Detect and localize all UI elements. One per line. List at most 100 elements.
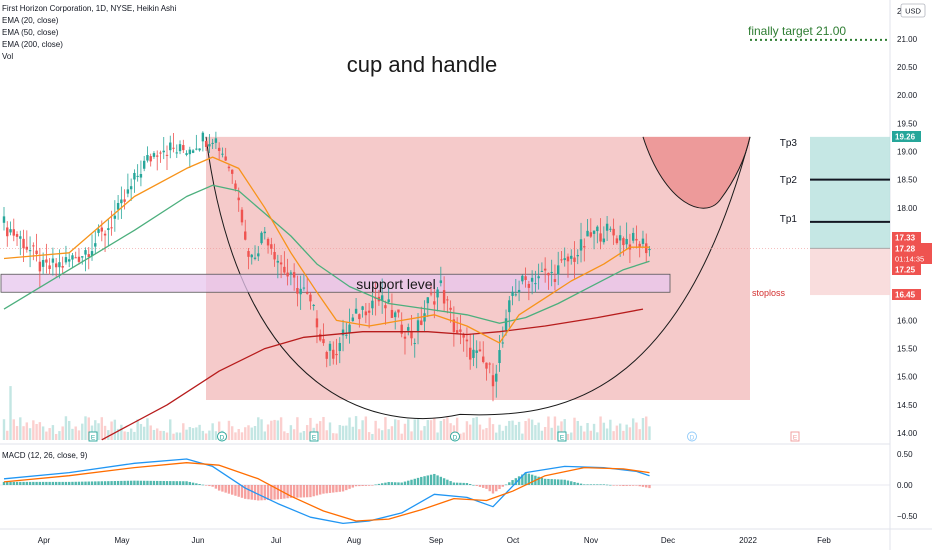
volume-bar — [631, 418, 635, 440]
earnings-marker[interactable]: E — [557, 431, 567, 442]
tp1-label: Tp1 — [780, 214, 798, 225]
candle-body — [468, 347, 472, 360]
macd-line — [3, 458, 650, 525]
candle-body — [547, 272, 550, 276]
dividend-marker[interactable]: D — [450, 431, 460, 442]
candle-body — [6, 227, 9, 237]
macd-histogram-bar — [436, 475, 439, 485]
macd-histogram-bar — [19, 481, 22, 485]
price-axis-tick: 14.00 — [897, 429, 918, 438]
volume-bar — [9, 386, 12, 440]
volume-bar — [38, 422, 42, 440]
macd-histogram-bar — [32, 481, 35, 485]
candle-body — [77, 256, 81, 262]
volume-bar — [335, 433, 338, 440]
volume-bar — [394, 419, 397, 440]
candle-body — [286, 272, 289, 277]
dividend-marker[interactable]: D — [687, 431, 697, 442]
volume-bar — [364, 416, 368, 440]
candle-body — [237, 197, 240, 201]
candle-body — [416, 320, 420, 332]
candle-body — [276, 260, 280, 263]
candle-body — [64, 257, 68, 263]
dividend-marker[interactable]: D — [217, 431, 227, 442]
volume-bar — [579, 425, 583, 440]
volume-bar — [87, 417, 90, 440]
macd-histogram-bar — [540, 477, 544, 485]
candle-body — [234, 183, 237, 189]
macd-histogram-bar — [90, 481, 94, 485]
volume-bar — [341, 425, 345, 440]
candle-body — [152, 153, 156, 157]
volume-bar — [537, 422, 540, 440]
macd-histogram-bar — [309, 485, 312, 498]
macd-histogram-bar — [195, 483, 198, 485]
ema200-line — [101, 308, 644, 441]
macd-histogram-bar — [380, 483, 384, 485]
macd-histogram-bar — [407, 480, 410, 485]
volume-bar — [605, 428, 609, 440]
volume-bar — [446, 417, 449, 440]
currency-badge[interactable] — [900, 3, 926, 18]
candle-body — [498, 350, 501, 364]
volume-bar — [397, 420, 400, 440]
volume-bar — [51, 425, 55, 440]
macd-histogram-bar — [149, 480, 152, 485]
volume-bar — [325, 430, 328, 440]
volume-bar — [319, 421, 322, 440]
candle-body — [592, 230, 596, 234]
candle-body — [25, 246, 29, 250]
volume-bar — [169, 419, 172, 440]
macd-histogram-bar — [100, 481, 103, 485]
macd-histogram-bar — [341, 485, 345, 492]
candle-body — [540, 270, 544, 272]
volume-bar — [354, 416, 358, 440]
macd-histogram-bar — [488, 485, 491, 492]
macd-histogram-bar — [208, 485, 211, 487]
candle-body — [338, 342, 341, 352]
macd-histogram-bar — [400, 482, 403, 485]
candle-body — [504, 318, 508, 331]
candle-body — [257, 253, 260, 257]
candle-body — [296, 288, 299, 294]
earnings-marker[interactable]: E — [88, 431, 98, 442]
candle-body — [178, 144, 182, 152]
volume-bar — [204, 433, 208, 440]
candle-body — [103, 233, 107, 236]
macd-histogram-bar — [289, 485, 293, 498]
candle-body — [354, 308, 358, 314]
candle-body — [508, 300, 511, 313]
macd-histogram-bar — [257, 485, 260, 501]
volume-bar — [286, 432, 289, 440]
macd-histogram-bar — [2, 481, 6, 485]
price-tag-entry-low-bg — [892, 264, 921, 275]
price-tag-stop-bg — [892, 289, 921, 300]
candle-body — [247, 251, 250, 257]
earnings-marker[interactable]: E — [790, 431, 800, 442]
macd-histogram-bar — [485, 485, 488, 489]
macd-histogram-bar — [345, 485, 348, 491]
volume-bar — [374, 420, 377, 440]
candle-body — [299, 288, 302, 295]
macd-histogram-bar — [403, 481, 407, 485]
volume-bar — [390, 426, 394, 440]
macd-histogram-bar — [429, 474, 433, 485]
macd-histogram-bar — [191, 482, 195, 485]
macd-histogram-bar — [348, 485, 351, 489]
macd-histogram-bar — [214, 485, 218, 489]
candle-body — [501, 342, 504, 344]
symbol-line: First Horizon Corporation, 1D, NYSE, Hei… — [2, 4, 177, 13]
macd-legend: MACD (12, 26, close, 9) — [2, 451, 88, 460]
price-tag-last-bg — [892, 243, 932, 264]
macd-histogram-bar — [332, 485, 335, 493]
macd-histogram-bar — [358, 485, 361, 487]
macd-histogram-bar — [374, 484, 377, 486]
price-tag-countdown-text: 01:14:35 — [895, 255, 924, 264]
earnings-marker[interactable]: E — [309, 431, 319, 442]
candle-body — [599, 233, 602, 242]
volume-bar — [191, 428, 195, 440]
macd-histogram-bar — [576, 482, 579, 485]
candle-body — [58, 262, 61, 268]
